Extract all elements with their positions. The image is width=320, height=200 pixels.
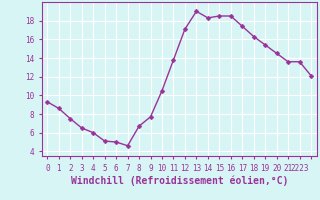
X-axis label: Windchill (Refroidissement éolien,°C): Windchill (Refroidissement éolien,°C) (70, 175, 288, 186)
